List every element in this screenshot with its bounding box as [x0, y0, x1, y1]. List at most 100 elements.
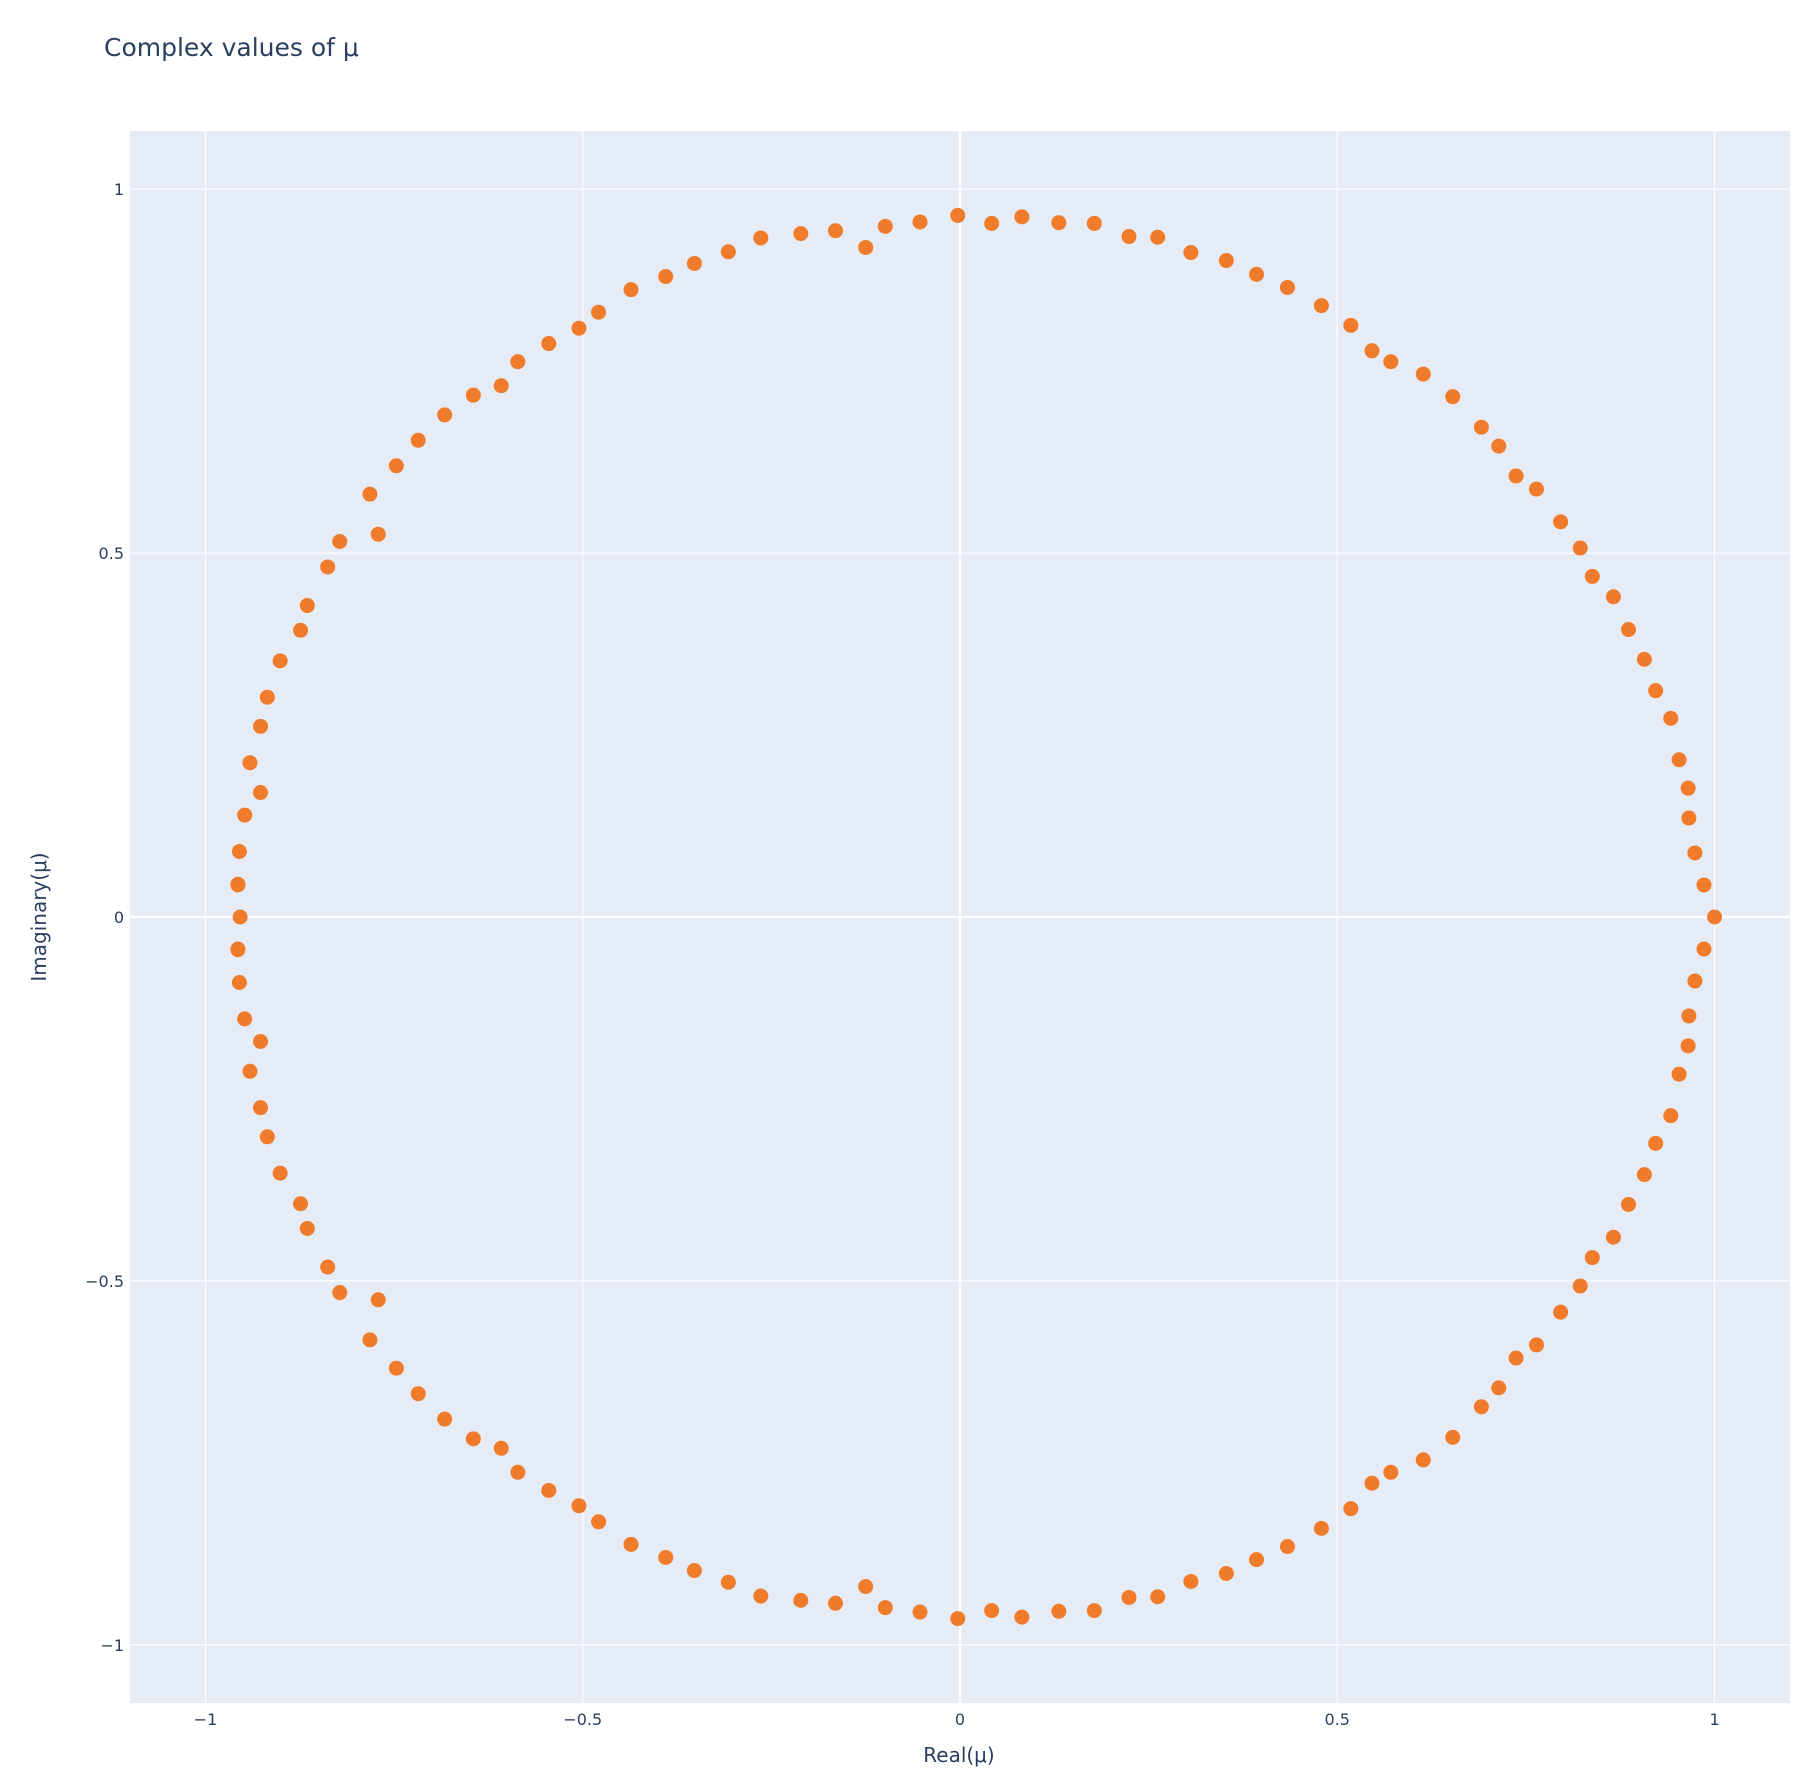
data-point	[272, 1165, 288, 1181]
x-tick-label: 0	[955, 1710, 965, 1729]
data-point	[912, 1604, 928, 1620]
data-point	[1415, 366, 1431, 382]
data-point	[237, 807, 253, 823]
data-point	[1528, 481, 1544, 497]
data-point	[388, 458, 404, 474]
data-point	[1572, 1278, 1588, 1294]
data-point	[1648, 683, 1664, 699]
data-point	[1014, 1609, 1030, 1625]
data-point	[753, 230, 769, 246]
data-point	[1584, 568, 1600, 584]
data-point	[1183, 245, 1199, 261]
data-point	[231, 975, 247, 990]
data-point	[1508, 468, 1524, 484]
data-point	[320, 1259, 336, 1275]
data-point	[362, 486, 378, 502]
data-point	[1086, 215, 1102, 231]
data-point	[293, 622, 309, 638]
data-point	[259, 689, 275, 705]
data-point	[237, 1011, 253, 1027]
data-point	[1696, 941, 1712, 957]
data-point	[793, 1592, 809, 1608]
data-point	[253, 785, 269, 801]
data-point	[232, 909, 248, 925]
data-point	[1663, 1108, 1679, 1124]
x-tick-label: 0.5	[1325, 1710, 1350, 1729]
data-point	[1636, 651, 1652, 667]
data-point	[370, 1292, 386, 1308]
data-point	[1671, 752, 1687, 768]
x-axis-title: Real(μ)	[923, 1743, 994, 1767]
data-point	[510, 1464, 526, 1480]
data-point	[493, 1440, 509, 1456]
data-point	[272, 653, 288, 669]
data-point	[1584, 1250, 1600, 1266]
data-point	[686, 1563, 702, 1579]
data-point	[299, 1220, 315, 1236]
data-point	[1279, 279, 1295, 295]
data-point	[1343, 1501, 1359, 1517]
data-point	[1218, 1565, 1234, 1581]
data-point	[242, 1063, 258, 1079]
data-point	[828, 1595, 843, 1611]
data-point	[1051, 1603, 1067, 1619]
data-point	[1445, 1429, 1461, 1445]
data-point	[1553, 1304, 1569, 1320]
data-point	[259, 1129, 275, 1145]
data-point	[1681, 810, 1697, 826]
data-point	[950, 1611, 966, 1627]
data-point	[410, 1386, 426, 1402]
x-tick-label: −0.5	[563, 1710, 602, 1729]
data-point	[541, 1482, 557, 1498]
data-point	[1383, 1464, 1399, 1480]
data-point	[658, 269, 674, 285]
data-point	[299, 598, 315, 614]
data-point	[1671, 1066, 1687, 1082]
data-point	[1313, 1520, 1329, 1536]
y-tick-label: −0.5	[85, 1272, 124, 1291]
data-point	[332, 533, 348, 549]
data-point	[1383, 354, 1399, 370]
data-point	[1648, 1135, 1664, 1151]
data-point	[623, 1536, 639, 1552]
data-point	[1014, 209, 1030, 225]
data-point	[1621, 1196, 1637, 1212]
data-point	[437, 1411, 453, 1427]
data-point	[912, 214, 928, 230]
data-point	[1249, 266, 1265, 282]
data-point	[1183, 1573, 1199, 1589]
data-point	[253, 1033, 269, 1049]
data-point	[571, 320, 587, 336]
data-point	[1491, 438, 1507, 454]
data-point	[1445, 389, 1461, 405]
data-point	[720, 244, 736, 260]
data-point	[1364, 343, 1380, 359]
data-point	[1313, 298, 1329, 314]
data-point	[1415, 1452, 1431, 1468]
data-point	[242, 755, 258, 771]
data-point	[1473, 1399, 1489, 1415]
data-point	[984, 1603, 1000, 1619]
data-point	[1636, 1167, 1652, 1183]
data-point	[1687, 845, 1703, 861]
data-point	[1605, 1229, 1621, 1245]
x-tick-label: −1	[194, 1710, 218, 1729]
data-point	[1680, 1038, 1696, 1054]
data-point	[332, 1285, 348, 1301]
data-point	[1680, 780, 1696, 796]
data-point	[230, 877, 246, 893]
data-point	[753, 1588, 769, 1604]
data-point	[858, 1579, 874, 1595]
data-point	[1473, 419, 1489, 435]
y-tick-label: −1	[100, 1636, 124, 1655]
data-point	[950, 207, 966, 223]
data-point	[320, 559, 336, 575]
data-point	[571, 1498, 587, 1514]
grid-lines	[130, 131, 1790, 1703]
data-point	[1249, 1552, 1265, 1568]
data-point	[793, 226, 809, 242]
data-point	[658, 1549, 674, 1565]
data-point	[1491, 1380, 1507, 1396]
data-point	[231, 844, 247, 859]
data-point	[362, 1332, 378, 1348]
